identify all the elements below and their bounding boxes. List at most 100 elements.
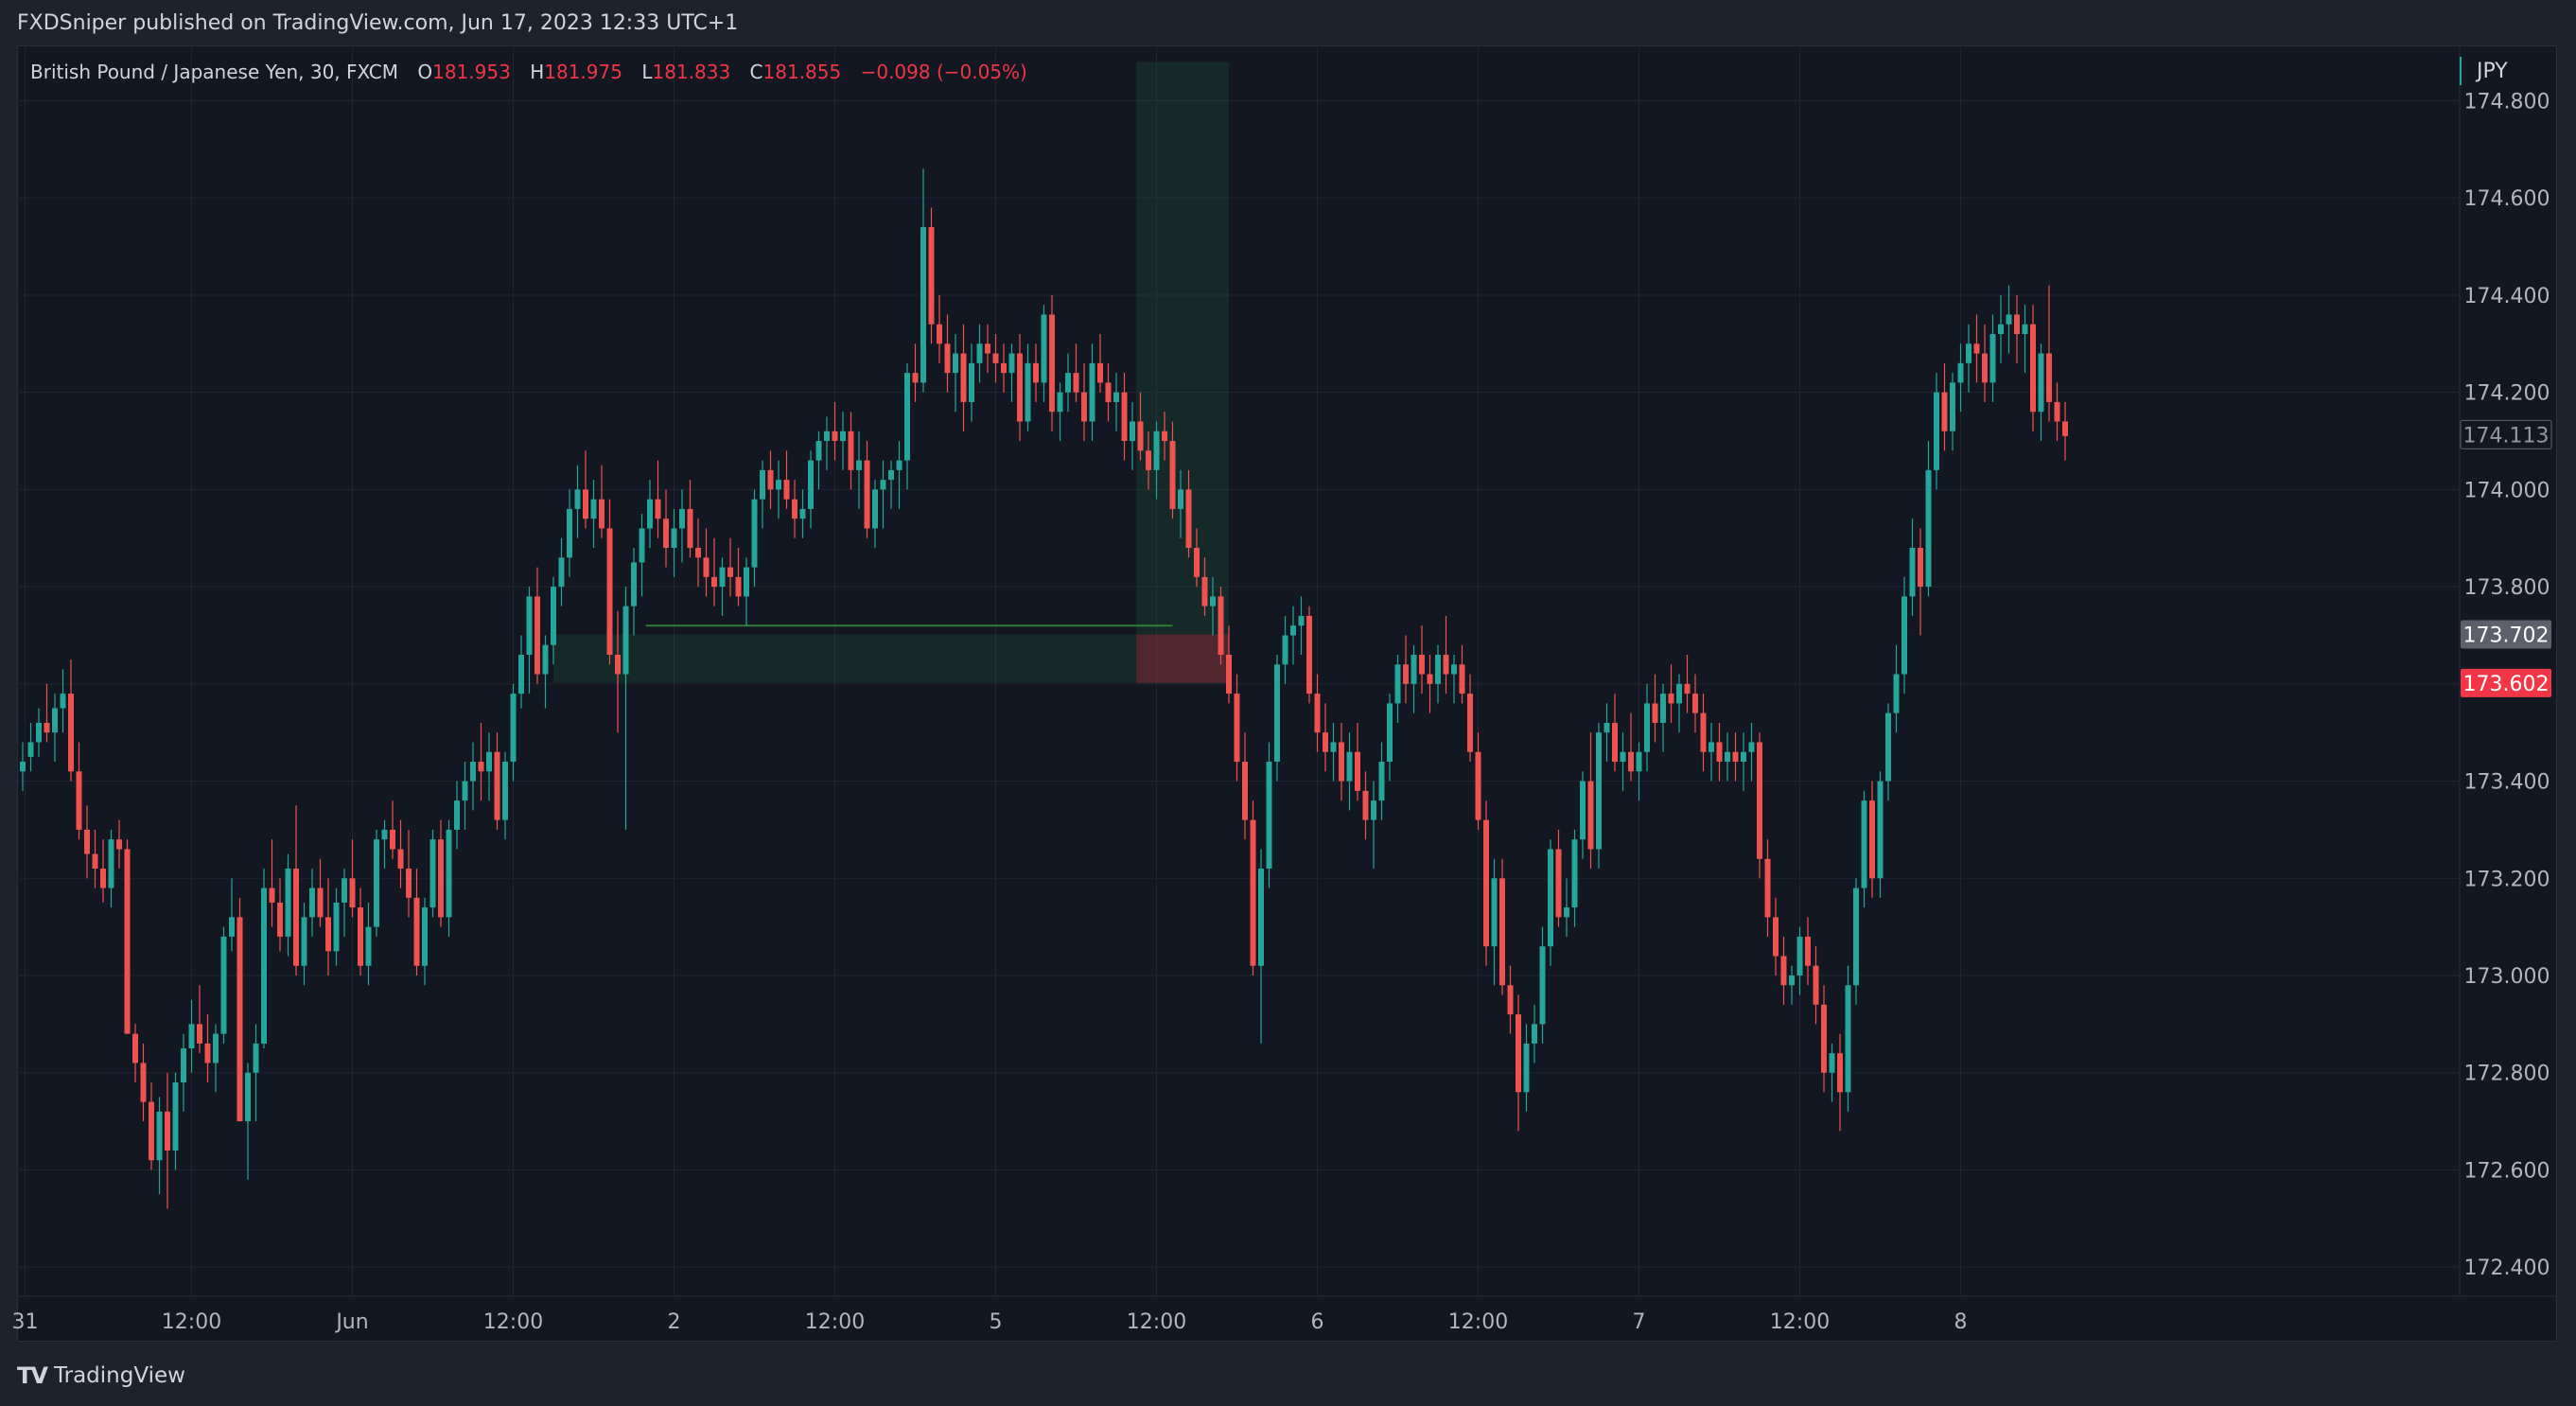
candle-body (1146, 450, 1151, 470)
candle-body (293, 869, 299, 966)
candle-body (20, 762, 26, 772)
symbol-name[interactable]: British Pound / Japanese Yen, 30, FXCM (30, 61, 398, 83)
candle-body (1355, 751, 1360, 791)
candle-body (1918, 548, 1923, 588)
candle-body (317, 888, 324, 918)
candle-body (920, 227, 926, 383)
x-tick-label: 7 (1633, 1310, 1646, 1334)
candle-body (1796, 936, 1803, 976)
candle-body (864, 460, 870, 529)
candle-body (381, 829, 388, 840)
candle-body (1218, 596, 1224, 656)
candle-body (1113, 392, 1119, 402)
y-tick-label: 172.800 (2464, 1063, 2550, 1086)
low-label: L (641, 61, 653, 83)
candle-body (478, 762, 484, 772)
candle-body (1853, 888, 1859, 986)
candle-body (2022, 324, 2028, 335)
price-label: 173.602 (2463, 673, 2550, 696)
price-label-box (2461, 668, 2551, 697)
candle-body (1169, 441, 1176, 509)
candle-body (1073, 373, 1079, 393)
candle-body (727, 567, 733, 577)
y-tick-label: 174.400 (2464, 285, 2550, 308)
candle-body (397, 849, 404, 870)
candle-body (1700, 712, 1707, 752)
candle-body (1121, 392, 1128, 442)
candle-body (655, 499, 661, 519)
candle-body (1451, 664, 1457, 675)
candle-body (204, 1043, 211, 1063)
candle-body (751, 499, 758, 568)
tradingview-brand[interactable]: TV TradingView (17, 1362, 185, 1389)
candle-body (438, 839, 444, 918)
currency-label: JPY (2475, 60, 2508, 83)
candle-body (631, 562, 637, 606)
candle-body (1813, 965, 1819, 1005)
candle-body (1555, 849, 1562, 918)
candle-body (2014, 314, 2020, 335)
candle-body (1877, 781, 1884, 879)
candle-body (358, 907, 363, 966)
candle-body (1443, 655, 1449, 675)
candle-body (1941, 392, 1948, 431)
candle-body (1419, 655, 1425, 675)
candle-body (583, 489, 588, 519)
candle-body (1153, 431, 1160, 470)
candle-body (1909, 548, 1916, 597)
candle-body (944, 343, 951, 374)
candle-body (1587, 781, 1594, 850)
candle-body (68, 694, 74, 772)
candle-body (1499, 878, 1505, 986)
price-label-box (2461, 620, 2551, 649)
y-tick-label: 172.400 (2464, 1257, 2550, 1280)
price-axis: 174.800 174.600 174.400 174.200 174.000 173.8… (2460, 57, 2552, 1280)
candles (20, 168, 2068, 1209)
candle-body (1660, 694, 1666, 723)
red-zone (1136, 634, 1229, 683)
candle-body (1097, 362, 1103, 383)
candle-body (1467, 694, 1473, 752)
candle-body (188, 1024, 195, 1049)
candle-body (1065, 373, 1071, 393)
candle-body (84, 829, 90, 854)
green-zone (1136, 62, 1229, 635)
candle-body (116, 839, 122, 850)
candle-body (1346, 751, 1353, 782)
candle-body (1780, 956, 1787, 986)
candle-body (1950, 382, 1955, 431)
candle-body (1716, 742, 1723, 763)
candle-body (1105, 382, 1112, 402)
y-tick-label: 174.600 (2464, 187, 2550, 211)
candle-body (365, 926, 372, 966)
candle-body (799, 508, 806, 519)
x-tick-label: 6 (1311, 1310, 1324, 1334)
candle-body (1290, 625, 1296, 636)
candle-body (1612, 722, 1618, 763)
candle-body (1523, 1043, 1530, 1093)
close-label: C (749, 61, 763, 83)
x-tick-label: 12:00 (483, 1310, 543, 1334)
y-tick-label: 172.600 (2464, 1159, 2550, 1183)
candle-body (1378, 762, 1385, 801)
candle-body (1925, 469, 1932, 588)
candle-body (44, 722, 50, 733)
candle-body (1178, 489, 1183, 509)
candle-body (1821, 1004, 1827, 1073)
candle-body (1709, 742, 1714, 752)
candle-body (1725, 751, 1730, 763)
candle-body (1539, 946, 1546, 1025)
candle-body (1676, 683, 1682, 704)
candle-body (1314, 694, 1321, 733)
open-value: 181.953 (432, 61, 511, 83)
candle-body (27, 742, 34, 757)
candle-body (165, 1111, 170, 1151)
candle-body (872, 489, 878, 529)
candle-body (1571, 839, 1578, 908)
candle-body (976, 343, 983, 363)
y-tick-label: 173.400 (2464, 771, 2550, 795)
candle-body (526, 596, 533, 656)
candle-body (429, 839, 436, 908)
candle-body (100, 869, 106, 888)
